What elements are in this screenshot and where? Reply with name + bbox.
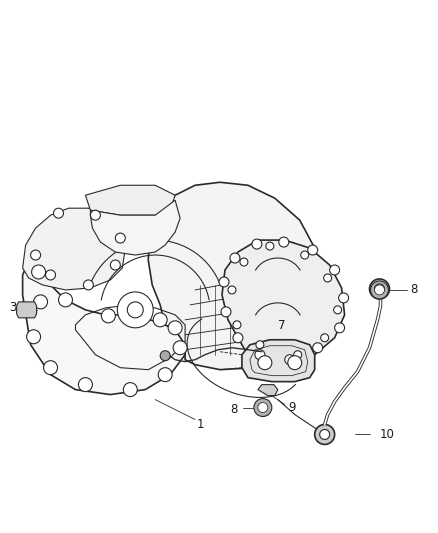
Polygon shape [148,182,320,370]
Circle shape [288,356,302,370]
Polygon shape [17,302,37,318]
Circle shape [219,277,229,287]
Circle shape [158,368,172,382]
Circle shape [374,285,385,295]
Text: 9: 9 [288,401,296,414]
Polygon shape [90,200,180,255]
Circle shape [31,250,41,260]
Circle shape [110,260,120,270]
Circle shape [233,333,243,343]
Circle shape [339,293,349,303]
Circle shape [370,279,389,299]
Circle shape [230,253,240,263]
Circle shape [313,343,323,353]
Text: 8: 8 [230,403,238,416]
Circle shape [308,245,318,255]
Circle shape [124,383,137,397]
Circle shape [334,306,342,314]
Circle shape [32,265,46,279]
Circle shape [256,341,264,349]
Text: 7: 7 [278,319,286,332]
Circle shape [258,402,268,413]
Polygon shape [258,385,278,395]
Circle shape [34,295,48,309]
Circle shape [43,361,57,375]
Text: 8: 8 [411,284,418,296]
Polygon shape [85,185,175,215]
Circle shape [252,239,262,249]
Circle shape [294,351,302,359]
Circle shape [27,330,41,344]
Circle shape [335,323,345,333]
Circle shape [101,309,115,323]
Circle shape [228,286,236,294]
Circle shape [78,378,92,392]
Circle shape [160,351,170,361]
Circle shape [266,242,274,250]
Circle shape [127,302,143,318]
Circle shape [314,424,335,445]
Circle shape [324,274,332,282]
Circle shape [320,430,330,439]
Circle shape [255,350,265,360]
Circle shape [53,208,64,218]
Text: 3: 3 [9,301,16,314]
Circle shape [83,280,93,290]
Circle shape [258,356,272,370]
Circle shape [330,265,339,275]
Circle shape [46,270,56,280]
Circle shape [279,237,289,247]
Circle shape [321,334,328,342]
Circle shape [90,210,100,220]
Circle shape [371,281,389,299]
Circle shape [240,258,248,266]
Circle shape [301,251,309,259]
Circle shape [221,307,231,317]
Circle shape [59,293,72,307]
Polygon shape [23,208,125,290]
Text: 10: 10 [380,428,395,441]
Circle shape [117,292,153,328]
Circle shape [153,313,167,327]
Circle shape [115,233,125,243]
Circle shape [173,341,187,355]
Circle shape [233,321,241,329]
Circle shape [374,284,385,294]
Circle shape [254,399,272,416]
Polygon shape [222,240,345,362]
Text: 1: 1 [196,418,204,431]
Polygon shape [23,268,185,394]
Circle shape [168,321,182,335]
Circle shape [285,355,295,365]
Polygon shape [242,340,314,382]
